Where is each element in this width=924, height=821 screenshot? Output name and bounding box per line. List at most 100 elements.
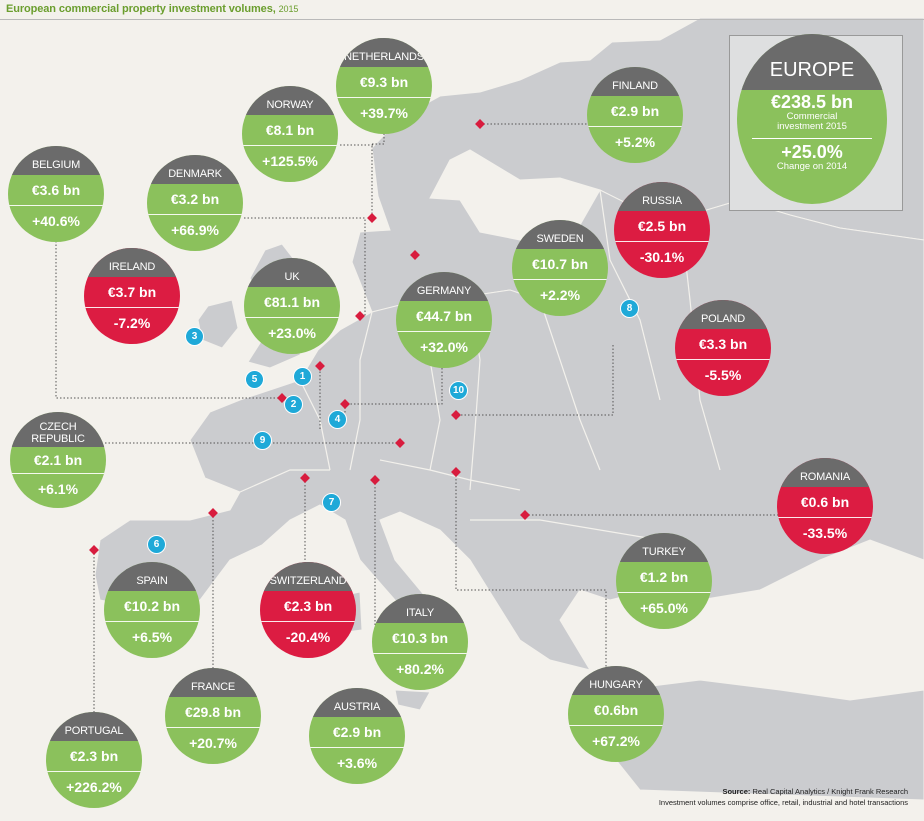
footnote: Investment volumes comprise office, reta…	[658, 798, 908, 807]
bubble-hungary: HUNGARY €0.6bn +67.2%	[568, 666, 664, 762]
europe-summary-circle: EUROPE €238.5 bn Commercial investment 2…	[737, 34, 887, 204]
investment-volume: €0.6bn	[568, 695, 664, 726]
city-number-9: 9	[253, 431, 272, 450]
investment-volume: €1.2 bn	[616, 562, 712, 593]
bubble-poland: POLAND €3.3 bn -5.5%	[675, 300, 771, 396]
city-marker	[355, 311, 365, 321]
country-name: PORTUGAL	[46, 712, 142, 741]
change-on-2014: +5.2%	[614, 134, 656, 150]
bubble-netherlands: NETHERLANDS €9.3 bn +39.7%	[336, 38, 432, 134]
bubble-belgium: BELGIUM €3.6 bn +40.6%	[8, 146, 104, 242]
city-number-1: 1	[293, 367, 312, 386]
bubble-finland: FINLAND €2.9 bn +5.2%	[587, 67, 683, 163]
city-marker	[451, 410, 461, 420]
investment-volume: €29.8 bn	[165, 697, 261, 728]
investment-volume: €3.2 bn	[147, 184, 243, 215]
city-marker	[367, 213, 377, 223]
city-marker	[340, 399, 350, 409]
investment-volume: €44.7 bn	[396, 301, 492, 332]
change-on-2014: +3.6%	[336, 755, 378, 771]
change-on-2014: -20.4%	[285, 629, 331, 645]
change-on-2014: +40.6%	[32, 213, 80, 229]
bubble-germany: GERMANY €44.7 bn +32.0%	[396, 272, 492, 368]
change-on-2014: -7.2%	[113, 315, 151, 331]
change-on-2014: +20.7%	[189, 735, 237, 751]
landmass-sicily	[394, 689, 431, 711]
city-marker	[300, 473, 310, 483]
europe-volume: €238.5 bn	[770, 92, 854, 112]
investment-volume: €3.6 bn	[8, 175, 104, 206]
europe-volume-caption: Commercial investment 2015	[777, 111, 847, 132]
title-text: European commercial property investment …	[6, 3, 276, 15]
change-on-2014: -33.5%	[802, 525, 848, 541]
source-text: Real Capital Analytics / Knight Frank Re…	[752, 787, 909, 796]
change-on-2014: +125.5%	[262, 153, 318, 169]
change-on-2014: +39.7%	[360, 105, 408, 121]
bubble-romania: ROMANIA €0.6 bn -33.5%	[777, 458, 873, 554]
city-number-4: 4	[328, 410, 347, 429]
bubble-switzerland: SWITZERLAND €2.3 bn -20.4%	[260, 562, 356, 658]
investment-volume: €3.3 bn	[675, 329, 771, 360]
bubble-sweden: SWEDEN €10.7 bn +2.2%	[512, 220, 608, 316]
city-marker	[370, 475, 380, 485]
city-marker	[410, 250, 420, 260]
europe-change: +25.0%	[781, 142, 843, 162]
investment-volume: €2.3 bn	[260, 591, 356, 622]
title-rule	[0, 19, 924, 20]
investment-volume: €9.3 bn	[336, 67, 432, 98]
investment-volume: €2.9 bn	[587, 96, 683, 127]
bubble-norway: NORWAY €8.1 bn +125.5%	[242, 86, 338, 182]
bubble-austria: AUSTRIA €2.9 bn +3.6%	[309, 688, 405, 784]
europe-divider	[752, 138, 872, 139]
investment-volume: €10.3 bn	[372, 623, 468, 654]
investment-volume: €81.1 bn	[244, 287, 340, 318]
city-marker	[520, 510, 530, 520]
city-number-2: 2	[284, 395, 303, 414]
chart-title: European commercial property investment …	[6, 3, 298, 15]
bubble-russia: RUSSIA €2.5 bn -30.1%	[614, 182, 710, 278]
bubble-france: FRANCE €29.8 bn +20.7%	[165, 668, 261, 764]
city-marker	[208, 508, 218, 518]
investment-volume: €2.3 bn	[46, 741, 142, 772]
change-on-2014: +2.2%	[539, 287, 581, 303]
bubble-portugal: PORTUGAL €2.3 bn +226.2%	[46, 712, 142, 808]
investment-volume: €8.1 bn	[242, 115, 338, 146]
bubble-italy: ITALY €10.3 bn +80.2%	[372, 594, 468, 690]
title-year: 2015	[278, 4, 299, 14]
city-number-10: 10	[449, 381, 468, 400]
investment-volume: €2.5 bn	[614, 211, 710, 242]
city-number-8: 8	[620, 299, 639, 318]
city-number-3: 3	[185, 327, 204, 346]
change-on-2014: +6.5%	[131, 629, 173, 645]
source-note: Source: Real Capital Analytics / Knight …	[659, 786, 908, 808]
bubble-czech-republic: CZECH REPUBLIC €2.1 bn +6.1%	[10, 412, 106, 508]
investment-volume: €2.1 bn	[10, 447, 106, 474]
bubble-uk: UK €81.1 bn +23.0%	[244, 258, 340, 354]
investment-volume: €2.9 bn	[309, 717, 405, 748]
change-on-2014: +65.0%	[640, 600, 688, 616]
bubble-denmark: DENMARK €3.2 bn +66.9%	[147, 155, 243, 251]
change-on-2014: +32.0%	[420, 339, 468, 355]
city-marker	[395, 438, 405, 448]
change-on-2014: +226.2%	[66, 779, 122, 795]
change-on-2014: +80.2%	[396, 661, 444, 677]
landmass-ireland	[197, 299, 239, 349]
city-marker	[451, 467, 461, 477]
city-number-6: 6	[147, 535, 166, 554]
change-on-2014: +23.0%	[268, 325, 316, 341]
change-on-2014: -30.1%	[639, 249, 685, 265]
investment-volume: €10.2 bn	[104, 591, 200, 622]
change-on-2014: +66.9%	[171, 222, 219, 238]
city-marker	[315, 361, 325, 371]
europe-change-caption: Change on 2014	[776, 161, 848, 172]
city-number-7: 7	[322, 493, 341, 512]
investment-volume: €3.7 bn	[84, 277, 180, 308]
source-label: Source:	[722, 787, 751, 796]
change-on-2014: +6.1%	[37, 481, 79, 497]
city-marker	[89, 545, 99, 555]
bubble-spain: SPAIN €10.2 bn +6.5%	[104, 562, 200, 658]
change-on-2014: +67.2%	[592, 733, 640, 749]
investment-volume: €10.7 bn	[512, 249, 608, 280]
bubble-ireland: IRELAND €3.7 bn -7.2%	[84, 248, 180, 344]
